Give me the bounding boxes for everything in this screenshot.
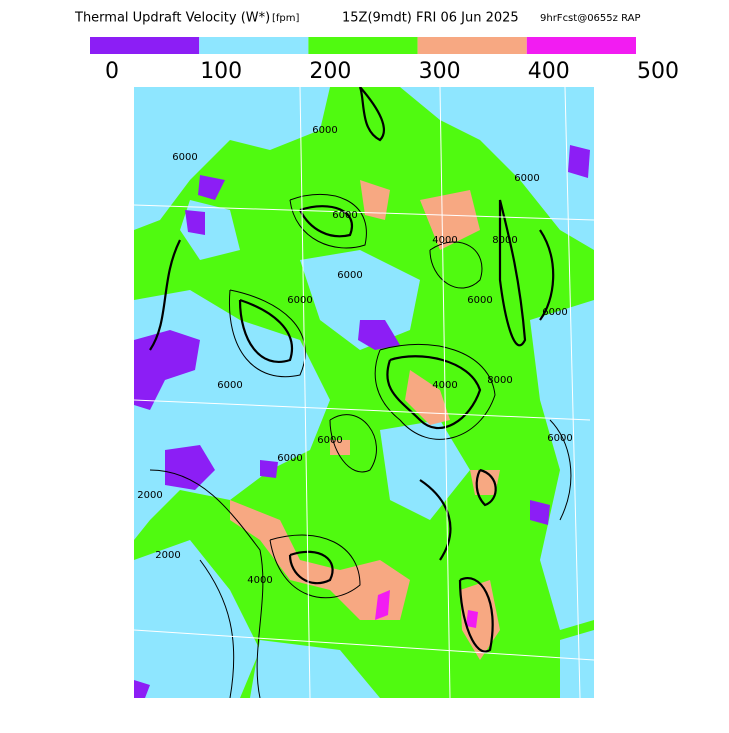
contour-label: 4000	[432, 380, 457, 391]
title: Thermal Updraft Velocity (W*)	[74, 11, 270, 26]
contour-label: 6000	[317, 435, 342, 446]
legend-swatch	[417, 37, 527, 54]
valid-time: 15Z(9mdt) FRI 06 Jun 2025	[342, 11, 519, 26]
contour-label: 8000	[492, 235, 517, 246]
state-borders	[134, 87, 594, 698]
contour-label: 6000	[547, 433, 572, 444]
contour-label: 6000	[277, 453, 302, 464]
legend-tick-label: 200	[309, 59, 351, 84]
magenta-zones	[375, 590, 478, 628]
contour-label: 6000	[312, 125, 337, 136]
legend-swatch	[308, 37, 418, 54]
contours	[149, 87, 572, 698]
contour-label: 6000	[332, 210, 357, 221]
legend-swatch	[199, 37, 309, 54]
contour-label: 6000	[467, 295, 492, 306]
contour-label: 4000	[247, 575, 272, 586]
legend-tick-label: 0	[105, 59, 119, 84]
legend-tick-label: 500	[637, 59, 679, 84]
color-legend: 0 100 200 300 400 500	[90, 37, 679, 84]
forecast-info: 9hrFcst@0655z RAP	[540, 13, 640, 24]
legend-swatch	[90, 37, 200, 54]
contour-label: 2000	[155, 550, 180, 561]
contour-label: 8000	[487, 375, 512, 386]
contour-label: 6000	[172, 152, 197, 163]
contour-label: 2000	[137, 490, 162, 501]
map: 6000 6000 6000 6000 6000 6000 8000 8000 6000 6000…	[134, 87, 594, 698]
legend-swatch	[526, 37, 636, 54]
contour-label: 6000	[287, 295, 312, 306]
contour-label: 6000	[337, 270, 362, 281]
contour-label: 6000	[514, 173, 539, 184]
contour-label: 4000	[432, 235, 457, 246]
legend-tick-label: 400	[528, 59, 570, 84]
contour-labels: 6000 6000 6000 6000 6000 6000 8000 8000 6000 6000…	[137, 125, 572, 586]
units: [fpm]	[272, 13, 300, 24]
legend-tick-label: 300	[419, 59, 461, 84]
legend-tick-label: 100	[200, 59, 242, 84]
contour-label: 6000	[217, 380, 242, 391]
contour-label: 6000	[542, 307, 567, 318]
